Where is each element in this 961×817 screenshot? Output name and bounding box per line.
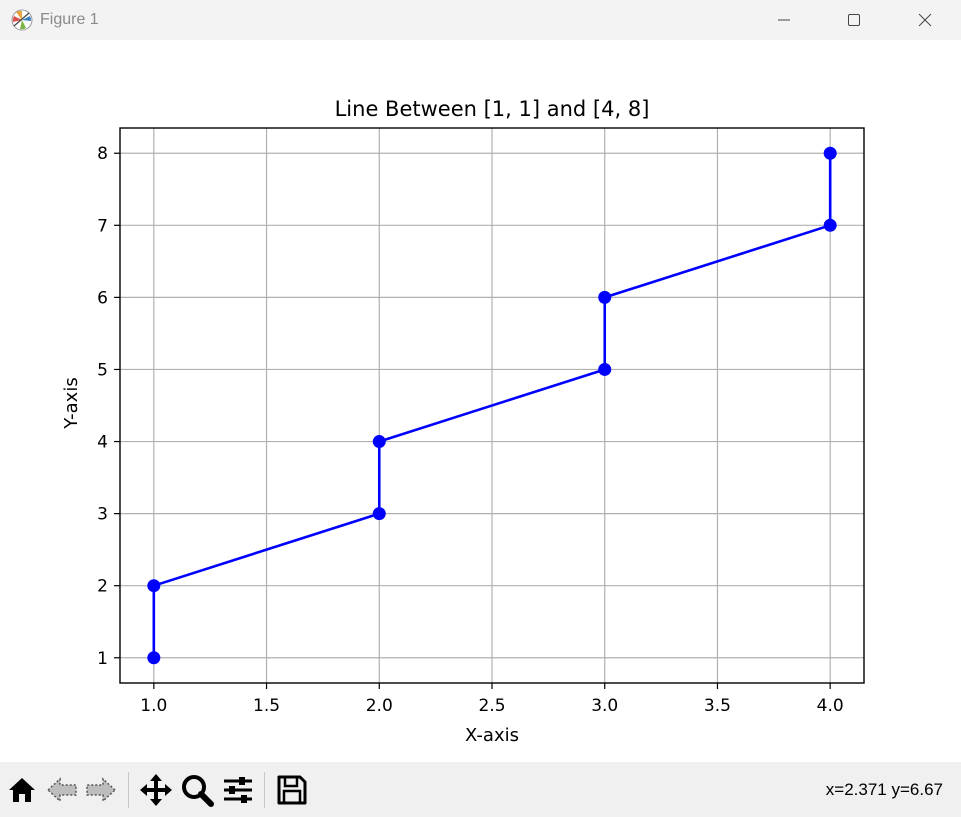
data-point [598,362,612,376]
data-point [372,507,386,521]
cursor-coordinates: x=2.371 y=6.67 [825,780,943,799]
matplotlib-icon [10,8,34,32]
zoom-button[interactable] [179,774,215,810]
y-axis-label: Y-axis [61,377,82,429]
back-button[interactable] [44,774,80,810]
data-point [147,651,161,665]
line-chart[interactable]: Line Between [1, 1] and [4, 8] 1.0 1.5 2.0… [0,40,961,762]
maximize-button[interactable] [831,0,877,40]
zoom-icon [180,773,214,811]
x-tick-label: 1.5 [253,696,280,716]
minimize-button[interactable] [761,0,807,40]
data-point [598,290,612,304]
x-tick-label: 1.0 [140,696,167,716]
home-button[interactable] [4,774,40,810]
x-tick-label: 3.5 [704,696,731,716]
x-tick-label: 2.0 [366,696,393,716]
x-axis-label: X-axis [465,725,519,746]
y-tick-label: 7 [97,216,108,236]
home-icon [6,774,38,810]
minimize-icon [777,13,791,27]
window-title: Figure 1 [40,11,99,28]
close-icon [917,12,933,28]
title-bar[interactable]: Figure 1 [0,0,961,40]
pan-icon [139,773,173,811]
data-point [372,435,386,449]
axis-ticks: 1.0 1.5 2.0 2.5 3.0 3.5 4.0 1 2 3 4 5 6 7 8 [97,144,844,716]
back-icon [46,774,78,810]
save-icon [276,774,308,810]
figure-canvas[interactable]: Line Between [1, 1] and [4, 8] 1.0 1.5 2.0… [0,40,961,762]
data-series [147,146,837,665]
chart-title: Line Between [1, 1] and [4, 8] [335,97,650,121]
toolbar-separator [128,772,129,808]
y-tick-label: 8 [97,144,108,164]
data-point [823,146,837,160]
x-tick-label: 4.0 [817,696,844,716]
y-tick-label: 4 [97,433,108,453]
grid-lines [120,128,864,683]
close-button[interactable] [902,0,948,40]
data-point [823,218,837,232]
x-tick-label: 2.5 [478,696,505,716]
y-tick-label: 2 [97,577,108,597]
y-tick-label: 5 [97,360,108,380]
maximize-icon [847,13,861,27]
forward-button[interactable] [83,774,119,810]
x-tick-label: 3.0 [591,696,618,716]
configure-subplots-button[interactable] [220,774,256,810]
configure-subplots-icon [221,773,255,811]
y-tick-label: 3 [97,505,108,525]
forward-icon [85,774,117,810]
series-line [152,153,832,658]
y-tick-label: 1 [97,649,108,669]
data-point [147,579,161,593]
pan-button[interactable] [138,774,174,810]
navigation-toolbar: x=2.371 y=6.67 [0,762,961,817]
save-button[interactable] [274,774,310,810]
y-tick-label: 6 [97,288,108,308]
toolbar-separator [264,772,265,808]
